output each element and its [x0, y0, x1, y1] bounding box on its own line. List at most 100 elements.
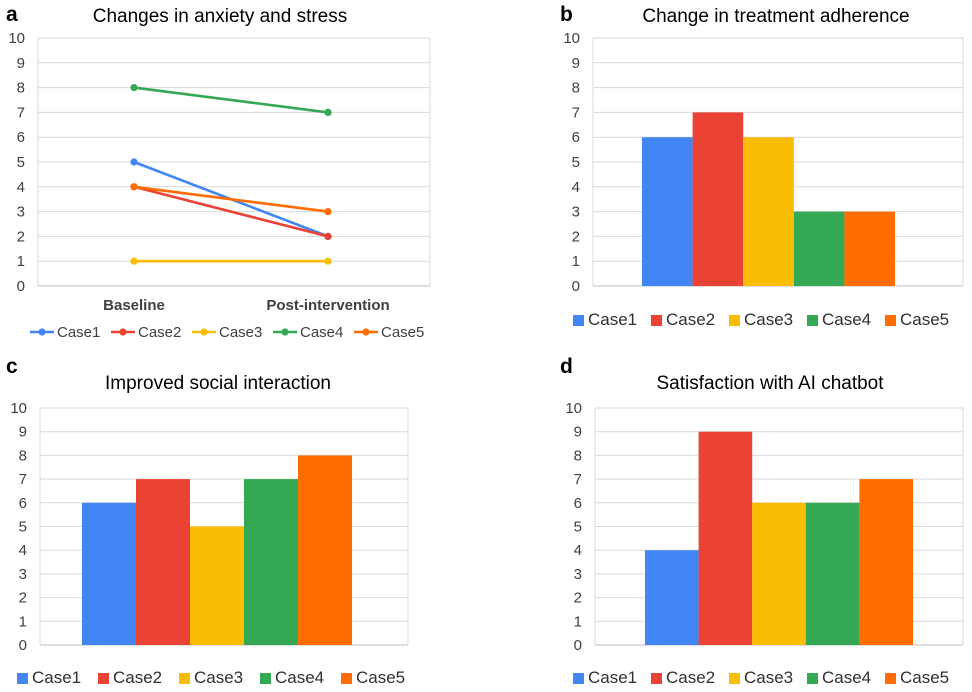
- a-ytick-label-5: 5: [17, 154, 25, 171]
- b-ytick-label-6: 6: [572, 129, 580, 146]
- d-ytick-label-0: 0: [574, 637, 582, 654]
- d-ytick-label-9: 9: [574, 424, 582, 441]
- b-ytick-label-4: 4: [572, 179, 580, 196]
- a-point-case3-0: [130, 257, 138, 265]
- b-legend-label-case3: Case3: [744, 310, 793, 329]
- d-bar-case1: [645, 550, 699, 645]
- a-xtick-label-1: Post-intervention: [266, 297, 389, 314]
- b-legend-swatch-case4: [807, 315, 818, 326]
- a-ytick-label-0: 0: [17, 278, 25, 295]
- c-ytick-label-6: 6: [19, 495, 27, 512]
- c-ytick-label-3: 3: [19, 566, 27, 583]
- b-ytick-label-9: 9: [572, 55, 580, 72]
- d-legend-label-case2: Case2: [666, 668, 715, 687]
- a-legend-label-case4: Case4: [300, 324, 343, 341]
- c-legend-label-case3: Case3: [194, 668, 243, 687]
- b-legend-swatch-case1: [573, 315, 584, 326]
- b-ytick-label-10: 10: [563, 30, 580, 47]
- b-ytick-label-5: 5: [572, 154, 580, 171]
- b-legend-label-case2: Case2: [666, 310, 715, 329]
- c-bar-case2: [136, 479, 190, 645]
- d-ytick-label-4: 4: [574, 542, 582, 559]
- d-bar-case5: [859, 479, 913, 645]
- a-xtick-label-0: Baseline: [103, 297, 165, 314]
- panel-letter-d: d: [560, 355, 573, 378]
- b-bar-case2: [692, 112, 744, 287]
- b-ytick-label-8: 8: [572, 80, 580, 97]
- d-ytick-label-3: 3: [574, 566, 582, 583]
- a-legend-marker-case5: [362, 328, 370, 336]
- a-series-line-case2: [133, 185, 329, 238]
- c-ytick-label-1: 1: [19, 613, 27, 630]
- a-ytick-label-3: 3: [17, 204, 25, 221]
- b-ytick-label-0: 0: [572, 278, 580, 295]
- a-ytick-label-9: 9: [17, 55, 25, 72]
- b-bar-case5: [844, 211, 895, 286]
- c-ytick-label-4: 4: [19, 542, 27, 559]
- b-legend-swatch-case5: [885, 315, 896, 326]
- c-bar-case3: [190, 526, 244, 645]
- chart-panel-d: d Satisfaction with AI chatbot 0 1 2 3 4 5 6 7 8…: [520, 350, 972, 692]
- panel-letter-b: b: [560, 3, 573, 26]
- d-ytick-label-5: 5: [574, 519, 582, 536]
- bar-chart-social-interaction: c Improved social interaction 0 1 2 3 4 5 6 7 8 9…: [6, 355, 409, 687]
- d-legend-label-case4: Case4: [822, 668, 871, 687]
- a-ytick-label-2: 2: [17, 228, 25, 245]
- d-legend-swatch-case4: [807, 673, 818, 684]
- c-ytick-label-7: 7: [19, 471, 27, 488]
- panel-letter-c: c: [6, 355, 18, 378]
- b-legend-label-case1: Case1: [588, 310, 637, 329]
- d-legend-swatch-case5: [885, 673, 896, 684]
- bar-chart-ai-satisfaction: d Satisfaction with AI chatbot 0 1 2 3 4 5 6 7 8…: [560, 355, 964, 687]
- a-ytick-label-1: 1: [17, 253, 25, 270]
- panel-letter-a: a: [6, 3, 18, 26]
- a-point-case4-1: [324, 108, 332, 116]
- d-legend-label-case1: Case1: [588, 668, 637, 687]
- b-legend-swatch-case3: [729, 315, 740, 326]
- c-ytick-label-0: 0: [19, 637, 27, 654]
- b-ytick-label-7: 7: [572, 104, 580, 121]
- a-legend-label-case1: Case1: [57, 324, 100, 341]
- d-bar-case2: [698, 431, 753, 645]
- c-ytick-label-5: 5: [19, 519, 27, 536]
- a-point-case2-1: [324, 232, 332, 240]
- a-point-case5-0: [130, 183, 138, 191]
- d-ytick-label-7: 7: [574, 471, 582, 488]
- line-chart-anxiety-stress: a Changes in anxiety and stress 0 1 2 3 4 5 6 7…: [6, 3, 431, 341]
- a-ytick-label-10: 10: [8, 30, 25, 47]
- c-legend-label-case2: Case2: [113, 668, 162, 687]
- a-legend-marker-case2: [119, 328, 127, 336]
- a-legend-label-case3: Case3: [219, 324, 262, 341]
- c-ytick-label-8: 8: [19, 447, 27, 464]
- c-legend-label-case1: Case1: [32, 668, 81, 687]
- b-bar-case1: [642, 137, 693, 286]
- chart-title-c: Improved social interaction: [105, 373, 331, 394]
- c-legend-swatch-case4: [260, 673, 271, 684]
- b-ytick-label-2: 2: [572, 228, 580, 245]
- b-bar-case3: [743, 137, 794, 286]
- a-point-case4-0: [130, 84, 138, 92]
- c-legend-swatch-case5: [341, 673, 352, 684]
- b-ytick-label-3: 3: [572, 204, 580, 221]
- d-bar-case4: [805, 502, 860, 645]
- b-legend-label-case4: Case4: [822, 310, 871, 329]
- d-legend-label-case5: Case5: [900, 668, 949, 687]
- c-bar-case1: [82, 502, 136, 645]
- d-ytick-label-10: 10: [565, 400, 582, 417]
- a-legend-label-case5: Case5: [381, 324, 424, 341]
- d-ytick-label-6: 6: [574, 495, 582, 512]
- a-ytick-label-8: 8: [17, 80, 25, 97]
- d-legend-swatch-case3: [729, 673, 740, 684]
- a-series-line-case4: [133, 86, 329, 114]
- c-legend-swatch-case1: [17, 673, 28, 684]
- d-ytick-label-8: 8: [574, 447, 582, 464]
- c-ytick-label-9: 9: [19, 424, 27, 441]
- a-legend-marker-case4: [281, 328, 289, 336]
- c-legend-swatch-case2: [98, 673, 109, 684]
- d-ytick-label-1: 1: [574, 613, 582, 630]
- a-point-case1-0: [130, 158, 138, 166]
- a-ytick-label-4: 4: [17, 179, 25, 196]
- b-legend-swatch-case2: [651, 315, 662, 326]
- b-ytick-label-1: 1: [572, 253, 580, 270]
- c-legend-label-case4: Case4: [275, 668, 324, 687]
